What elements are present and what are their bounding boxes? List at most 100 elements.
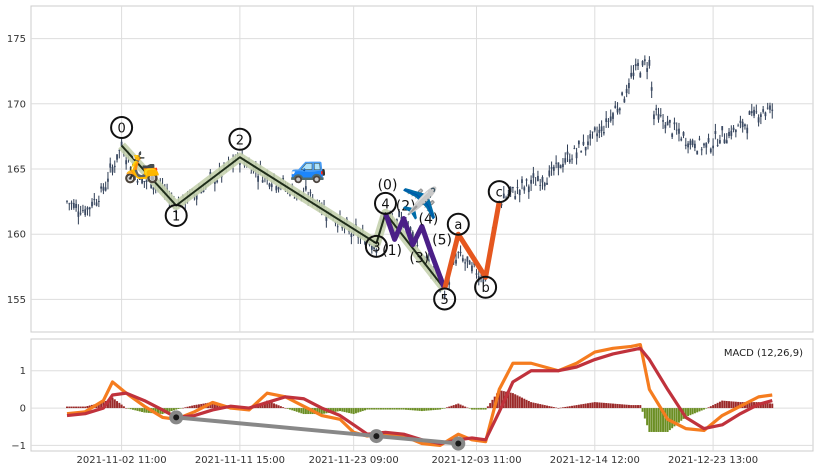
candle-body [659, 115, 662, 116]
candle-body [575, 152, 578, 159]
macd-histogram-bar [536, 403, 539, 409]
candle-body [591, 131, 594, 133]
macd-histogram-bar [120, 404, 123, 409]
candle-body [111, 166, 114, 173]
candle-body [325, 215, 328, 221]
macd-histogram-bar [350, 408, 353, 414]
candle-body [257, 175, 259, 182]
wave-label-circle [446, 212, 470, 236]
price-y-tick-label: 155 [7, 295, 26, 306]
candle-body [471, 265, 473, 272]
macd-histogram-bar [318, 408, 321, 415]
macd-histogram-bar [184, 407, 187, 409]
macd-histogram-bar [113, 399, 116, 409]
macd-histogram-bar [373, 408, 376, 410]
candle-body [559, 165, 562, 169]
macd-histogram-bar [650, 408, 653, 432]
macd-histogram-bar [705, 408, 708, 409]
candle-body [769, 105, 771, 110]
macd-histogram-bar [566, 406, 569, 409]
macd-histogram-bar [172, 408, 175, 411]
macd-histogram-bar [216, 403, 219, 409]
candle-body [350, 234, 353, 237]
candle-body [600, 126, 603, 131]
candle-body [539, 184, 542, 186]
macd-histogram-bar [141, 408, 144, 412]
candle-body [721, 126, 724, 131]
macd-histogram-bar [600, 402, 603, 409]
macd-histogram-bar [129, 408, 132, 410]
candle-body [79, 213, 82, 215]
macd-histogram-bar [609, 403, 612, 409]
macd-histogram-bar [432, 408, 435, 411]
macd-title: MACD (12,26,9) [724, 348, 803, 359]
wave-label-5: 5 [441, 293, 449, 308]
candle-body [457, 251, 460, 253]
candle-body [687, 143, 689, 148]
macd-histogram-bar [573, 405, 576, 409]
macd-histogram-bar [154, 408, 157, 414]
macd-histogram-bar [425, 408, 428, 411]
wave-line-correction [442, 201, 502, 290]
candle-body [216, 180, 219, 183]
macd-histogram-bar [768, 403, 771, 409]
candle-body [714, 131, 717, 134]
price-y-tick-label: 170 [7, 99, 26, 110]
macd-histogram-bar [557, 408, 560, 409]
macd-histogram-bar [593, 402, 596, 409]
candle-body [593, 127, 596, 131]
candle-body [748, 111, 751, 115]
candle-body [239, 163, 241, 165]
macd-histogram-bar [464, 406, 467, 409]
macd-histogram-bar [72, 406, 75, 409]
macd-histogram-bar [79, 406, 82, 409]
macd-histogram-bar [143, 408, 146, 413]
macd-histogram-bar [377, 408, 380, 410]
candle-body [107, 178, 109, 182]
macd-histogram-bar [582, 403, 585, 409]
candle-body [678, 128, 680, 134]
macd-histogram-bar [286, 408, 289, 409]
macd-histogram-bar [393, 408, 396, 410]
candle-body [739, 120, 742, 123]
macd-histogram-bar [614, 403, 617, 409]
candle-body [618, 108, 621, 111]
candle-body [138, 175, 141, 180]
wave-label-circle [474, 275, 498, 299]
wave-label-circle [164, 204, 188, 228]
candle-body [195, 194, 198, 200]
candle-body [555, 162, 558, 164]
macd-histogram-bar [486, 406, 489, 409]
macd-histogram-bar [427, 408, 430, 411]
macd-histogram-bar [323, 408, 326, 414]
macd-histogram-bar [550, 406, 553, 409]
macd-histogram-bar [345, 408, 348, 413]
macd-histogram-bar [197, 404, 200, 409]
candle-body [541, 177, 544, 183]
macd-histogram-bar [712, 405, 715, 409]
macd-histogram-bar [320, 408, 323, 415]
wave-label-b: b [481, 281, 489, 296]
macd-histogram-bar [443, 408, 446, 409]
macd-histogram-bar [507, 392, 510, 409]
macd-histogram-bar [368, 408, 371, 410]
macd-histogram-bar [627, 404, 630, 409]
macd-histogram-bar [470, 408, 473, 410]
macd-histogram-bar [677, 408, 680, 423]
macd-histogram-bar [482, 408, 485, 410]
macd-histogram-bar [116, 401, 119, 409]
x-tick-label: 2021-12-03 11:00 [431, 455, 521, 466]
candle-body [598, 129, 601, 133]
wave-label-0: 0 [117, 122, 125, 137]
candle-body [464, 262, 467, 264]
wave-label-circle [433, 287, 457, 311]
macd-histogram-bar [684, 408, 687, 418]
macd-histogram-bar [366, 408, 369, 410]
candle-body [336, 226, 339, 228]
macd-histogram-bar [66, 406, 68, 409]
candle-body [646, 68, 649, 72]
candle-body [375, 248, 378, 253]
candle-body [707, 138, 710, 143]
macd-histogram-bar [420, 408, 423, 412]
candle-body [609, 116, 612, 121]
